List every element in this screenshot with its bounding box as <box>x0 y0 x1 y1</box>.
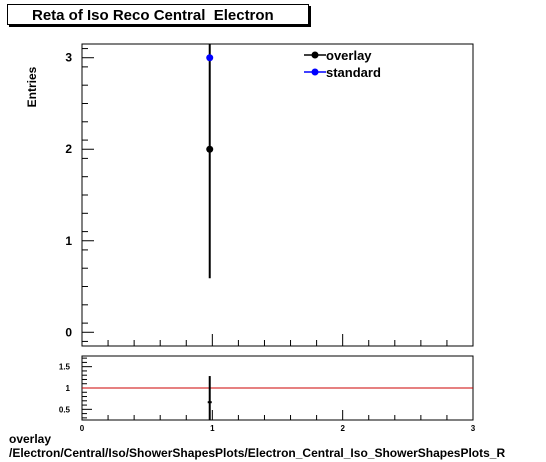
x-tick-label: 3 <box>471 424 476 433</box>
footer-path: /Electron/Central/Iso/ShowerShapesPlots/… <box>9 446 506 460</box>
legend-marker-overlay <box>311 51 319 59</box>
x-tick-label: 0 <box>80 424 85 433</box>
legend-label-overlay: overlay <box>326 48 372 63</box>
data-point-overlay <box>206 145 214 153</box>
legend-label-standard: standard <box>326 65 381 80</box>
legend-marker-standard <box>311 68 319 76</box>
x-tick-label: 2 <box>340 424 345 433</box>
y-tick-label: 3 <box>65 51 72 65</box>
y-tick-label: 2 <box>65 142 72 156</box>
y-tick-label: 0 <box>65 325 72 339</box>
ratio-y-tick-label: 0.5 <box>59 405 71 414</box>
data-point-standard <box>206 54 214 62</box>
chart-title-box: Reta of Iso Reco Central Electron <box>7 4 309 25</box>
y-tick-label: 1 <box>65 234 72 248</box>
footer-label: overlay <box>9 432 52 446</box>
y-axis-label: Entries <box>25 66 39 107</box>
main-plot-frame <box>81 43 474 347</box>
x-tick-label: 1 <box>210 424 215 433</box>
ratio-y-tick-label: 1.5 <box>59 363 71 372</box>
chart-title: Reta of Iso Reco Central Electron <box>32 7 274 24</box>
ratio-y-tick-label: 1 <box>66 384 71 393</box>
